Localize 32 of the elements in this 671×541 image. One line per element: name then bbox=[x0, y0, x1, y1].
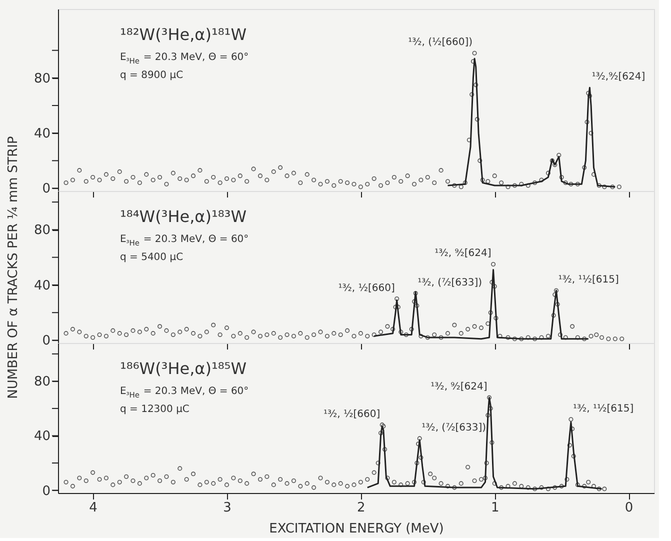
annotation: ¹⁸²W(³He,α)¹⁸¹W bbox=[120, 25, 247, 44]
x-tick-label: 0 bbox=[624, 500, 634, 516]
y-tick-label: 80 bbox=[34, 374, 50, 390]
annotation: ¹³⁄₂, (¹⁄₂[660]) bbox=[408, 37, 473, 48]
y-axis-title: NUMBER OF α TRACKS PER ¼ mm STRIP bbox=[6, 136, 21, 399]
annotation: ¹³⁄₂, ¹¹⁄₂[615] bbox=[558, 274, 619, 286]
y-tick-label: 0 bbox=[42, 484, 50, 499]
annotation: q = 5400 μC bbox=[120, 252, 184, 263]
x-axis-title: EXCITATION ENERGY (MeV) bbox=[269, 522, 444, 536]
y-tick-label: 40 bbox=[34, 429, 50, 444]
y-tick-label: 80 bbox=[34, 223, 50, 238]
x-tick-label: 3 bbox=[223, 500, 232, 516]
y-tick-label: 40 bbox=[34, 278, 50, 294]
annotation: q = 12300 μC bbox=[120, 404, 190, 415]
y-tick-label: 0 bbox=[42, 182, 50, 197]
annotation: ¹⁸⁶W(³He,α)¹⁸⁵W bbox=[120, 359, 247, 378]
annotation: q = 8900 μC bbox=[120, 70, 184, 81]
annotation: ¹³⁄₂, ⁹⁄₂[624] bbox=[434, 248, 492, 260]
annotation: ¹⁸⁴W(³He,α)¹⁸³W bbox=[120, 207, 247, 226]
annotation: ¹³⁄₂, ⁹⁄₂[624] bbox=[430, 382, 488, 393]
y-tick-label: 80 bbox=[34, 71, 50, 86]
annotation: ¹³⁄₂, ¹⁄₂[660] bbox=[323, 408, 380, 420]
annotation: ¹³⁄₂, (⁷⁄₂[633]) bbox=[422, 422, 486, 434]
x-tick-label: 4 bbox=[89, 500, 98, 516]
annotation: ¹³⁄₂, (⁷⁄₂[633]) bbox=[418, 277, 482, 288]
y-tick-label: 0 bbox=[42, 334, 50, 349]
x-tick-label: 2 bbox=[357, 500, 366, 516]
x-tick-label: 1 bbox=[490, 500, 500, 516]
annotation: ¹³⁄₂, ¹¹⁄₂[615] bbox=[572, 403, 634, 414]
annotation: ¹³⁄₂, ¹⁄₂[660] bbox=[338, 282, 395, 294]
y-tick-label: 40 bbox=[34, 126, 50, 142]
annotation: ¹³⁄₂,⁹⁄₂[624] bbox=[592, 72, 646, 83]
